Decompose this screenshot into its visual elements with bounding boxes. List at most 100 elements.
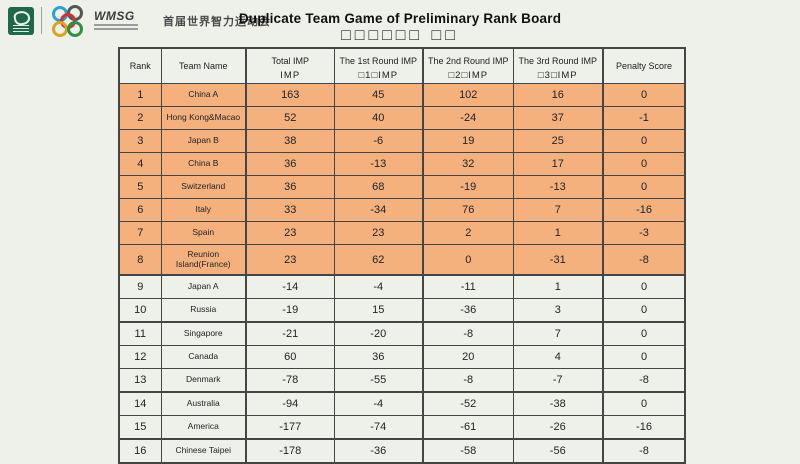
rank-cell: 6	[118, 198, 162, 222]
header-penalty-score: Penalty Score	[602, 47, 686, 84]
rank-cell: 16	[118, 438, 162, 464]
round3-imp-cell: 3	[512, 298, 604, 323]
team-name-cell: Switzerland	[160, 175, 247, 199]
team-name-cell: Russia	[160, 298, 247, 323]
total-imp-cell: 52	[245, 106, 335, 130]
round2-imp-cell: 20	[422, 345, 514, 369]
table-row: 13 Denmark -78 -55 -8 -7 -8	[118, 368, 686, 393]
round1-imp-cell: 45	[333, 83, 424, 107]
round1-imp-cell: 15	[333, 298, 424, 323]
round3-imp-cell: -31	[512, 244, 604, 276]
round3-imp-cell: 7	[512, 321, 604, 346]
ring-green-icon	[67, 21, 83, 37]
team-name-cell: Australia	[160, 391, 247, 416]
penalty-score-cell: -1	[602, 106, 686, 130]
table-row: 8 Reunion Island(France) 23 62 0 -31 -8	[118, 244, 686, 276]
team-name-cell: Chinese Taipei	[160, 438, 247, 464]
round2-imp-cell: -8	[422, 321, 514, 346]
table-row: 7 Spain 23 23 2 1 -3	[118, 221, 686, 245]
round2-imp-cell: -58	[422, 438, 514, 464]
team-name-cell: Italy	[160, 198, 247, 222]
wmsg-tagline	[94, 24, 138, 31]
table-row: 1 China A 163 45 102 16 0	[118, 83, 686, 107]
team-name-cell: Hong Kong&Macao	[160, 106, 247, 130]
round2-imp-cell: -19	[422, 175, 514, 199]
round1-imp-cell: 40	[333, 106, 424, 130]
ring-yellow-icon	[52, 21, 68, 37]
header-line2: □2□IMP	[448, 69, 489, 81]
round3-imp-cell: 1	[512, 274, 604, 299]
penalty-score-cell: 0	[602, 175, 686, 199]
header-round1-imp: The 1st Round IMP □1□IMP	[333, 47, 424, 84]
round3-imp-cell: -26	[512, 415, 604, 440]
round2-imp-cell: 76	[422, 198, 514, 222]
rank-cell: 11	[118, 321, 162, 346]
round2-imp-cell: -52	[422, 391, 514, 416]
round2-imp-cell: -24	[422, 106, 514, 130]
table-row: 14 Australia -94 -4 -52 -38 0	[118, 391, 686, 416]
header-line1: The 3rd Round IMP	[518, 55, 598, 66]
header-round3-imp: The 3rd Round IMP □3□IMP	[512, 47, 604, 84]
total-imp-cell: -178	[245, 438, 335, 464]
round2-imp-cell: -36	[422, 298, 514, 323]
round1-imp-cell: -4	[333, 391, 424, 416]
rank-cell: 15	[118, 415, 162, 440]
team-name-cell: China B	[160, 152, 247, 176]
rank-cell: 10	[118, 298, 162, 323]
rank-board-table: Rank Team Name Total IMP IMP The 1st Round I…	[118, 47, 686, 464]
round3-imp-cell: 4	[512, 345, 604, 369]
round2-imp-cell: 32	[422, 152, 514, 176]
table-header: Rank Team Name Total IMP IMP The 1st Round I…	[118, 47, 686, 84]
team-name-cell: Singapore	[160, 321, 247, 346]
rank-cell: 3	[118, 129, 162, 153]
table-row: 10 Russia -19 15 -36 3 0	[118, 298, 686, 323]
rank-cell: 12	[118, 345, 162, 369]
round3-imp-cell: -56	[512, 438, 604, 464]
team-name-cell: Japan B	[160, 129, 247, 153]
team-name-cell: China A	[160, 83, 247, 107]
round3-imp-cell: 1	[512, 221, 604, 245]
page-title-chinese-boxes: □□□□□□ □□	[341, 27, 459, 44]
team-name-cell: Canada	[160, 345, 247, 369]
penalty-score-cell: -16	[602, 198, 686, 222]
total-imp-cell: 33	[245, 198, 335, 222]
penalty-score-cell: -8	[602, 438, 686, 464]
header-line1: Team Name	[178, 61, 228, 71]
round3-imp-cell: 7	[512, 198, 604, 222]
round1-imp-cell: -13	[333, 152, 424, 176]
team-name-cell: Spain	[160, 221, 247, 245]
penalty-score-cell: 0	[602, 345, 686, 369]
header-line2	[162, 72, 245, 75]
event-name-chinese: 首届世界智力运动会	[163, 15, 271, 28]
round3-imp-cell: 16	[512, 83, 604, 107]
team-name-cell: Denmark	[160, 368, 247, 393]
slide: { "colors": { "page_bg": "#eef1ea", "tex…	[0, 0, 800, 450]
header-total-imp: Total IMP IMP	[245, 47, 335, 84]
brand-divider	[41, 7, 42, 34]
round3-imp-cell: -7	[512, 368, 604, 393]
page-title: Duplicate Team Game of Preliminary Rank …	[238, 11, 562, 26]
rank-cell: 5	[118, 175, 162, 199]
team-name-cell: Reunion Island(France)	[160, 244, 247, 276]
total-imp-cell: -94	[245, 391, 335, 416]
table-body: 1 China A 163 45 102 16 0 2 Hong Kong&Macao 52 40-…	[118, 83, 686, 464]
header-line1: Penalty Score	[615, 61, 673, 71]
header-rank: Rank	[118, 47, 162, 84]
round3-imp-cell: 25	[512, 129, 604, 153]
rank-cell: 2	[118, 106, 162, 130]
header-round2-imp: The 2nd Round IMP □2□IMP	[422, 47, 514, 84]
penalty-score-cell: 0	[602, 83, 686, 107]
table-row: 12 Canada 60 36 20 4 0	[118, 345, 686, 369]
table-row: 4 China B 36 -13 32 17 0	[118, 152, 686, 176]
table-row: 3 Japan B 38 -6 19 25 0	[118, 129, 686, 153]
round1-imp-cell: -20	[333, 321, 424, 346]
penalty-score-cell: -8	[602, 368, 686, 393]
round3-imp-cell: 17	[512, 152, 604, 176]
round3-imp-cell: 37	[512, 106, 604, 130]
total-imp-cell: 36	[245, 175, 335, 199]
header-line2	[120, 72, 160, 75]
penalty-score-cell: -16	[602, 415, 686, 440]
penalty-score-cell: 0	[602, 152, 686, 176]
wmsg-wordmark: WMSG	[94, 10, 138, 31]
total-imp-cell: 38	[245, 129, 335, 153]
